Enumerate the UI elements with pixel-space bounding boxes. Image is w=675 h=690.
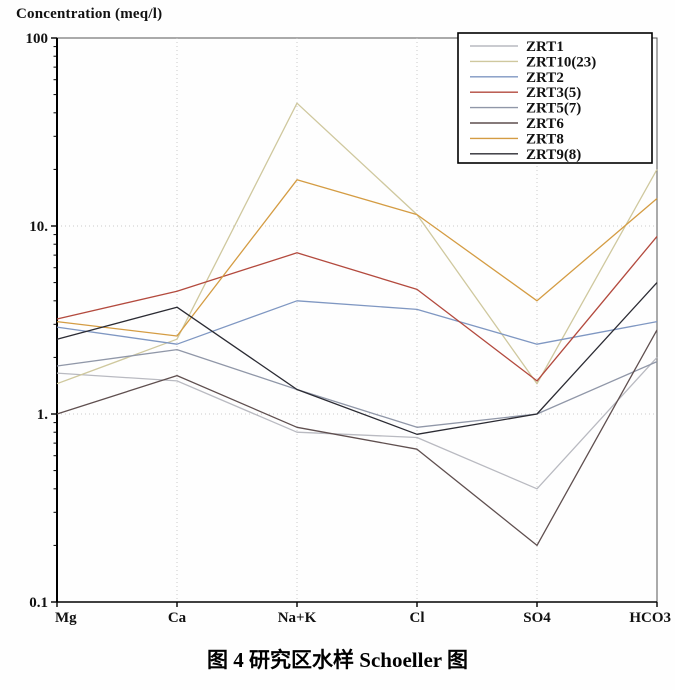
- legend-label-ZRT1: ZRT1: [526, 39, 564, 55]
- x-tick-label: SO4: [523, 610, 551, 626]
- series-line-ZRT8: [56, 179, 658, 337]
- legend-box: [457, 32, 653, 164]
- series-line-ZRT9(8): [56, 282, 658, 435]
- x-tick-label: Ca: [168, 610, 187, 626]
- x-tick-label: Cl: [410, 610, 425, 626]
- series-line-ZRT1: [56, 356, 658, 490]
- series-line-ZRT6: [56, 329, 658, 547]
- chart-title: Concentration (meq/l): [16, 6, 163, 22]
- legend-label-ZRT9(8): ZRT9(8): [526, 147, 581, 163]
- legend-label-ZRT8: ZRT8: [526, 131, 564, 147]
- figure-caption: 图 4 研究区水样 Schoeller 图: [207, 648, 468, 672]
- legend-label-ZRT10(23): ZRT10(23): [526, 54, 596, 70]
- x-tick-label: HCO3: [629, 610, 671, 626]
- series-line-ZRT5(7): [56, 348, 658, 428]
- x-tick-label: Na+K: [278, 610, 317, 626]
- x-tick-label: Mg: [55, 610, 77, 626]
- series-line-ZRT2: [56, 300, 658, 345]
- y-tick-label: 10.: [29, 219, 48, 235]
- legend-label-ZRT6: ZRT6: [526, 116, 564, 132]
- series-line-ZRT3(5): [56, 235, 658, 382]
- y-tick-label: 0.1: [29, 595, 48, 611]
- legend-label-ZRT2: ZRT2: [526, 70, 564, 86]
- schoeller-chart: 100 10. 1. 0.1 Mg Ca Na+K Cl SO4 HCO3 ZRT1ZRT10(23…: [26, 31, 672, 626]
- y-tick-label: 100: [26, 31, 49, 47]
- series-line-ZRT10(23): [56, 102, 658, 385]
- legend-label-ZRT5(7): ZRT5(7): [526, 101, 581, 117]
- legend-label-ZRT3(5): ZRT3(5): [526, 85, 581, 101]
- y-tick-label: 1.: [37, 407, 49, 423]
